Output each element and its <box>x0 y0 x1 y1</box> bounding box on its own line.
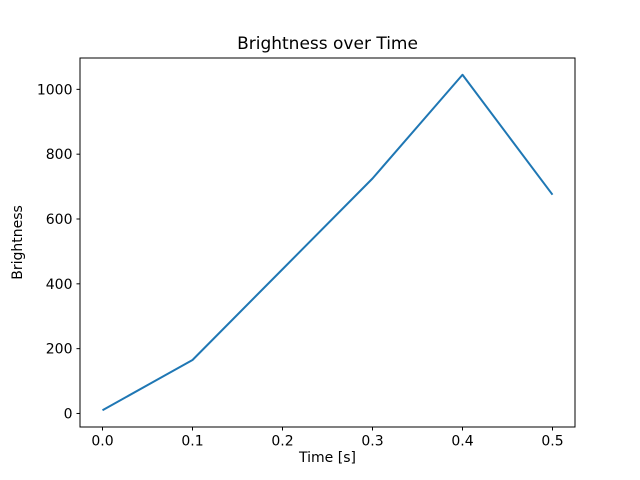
y-tick-label: 800 <box>46 147 73 163</box>
chart-title: Brightness over Time <box>237 34 418 54</box>
y-tick-label: 600 <box>46 212 73 228</box>
data-line <box>102 73 554 412</box>
y-tick-label: 1000 <box>37 82 73 98</box>
y-tick-label: 400 <box>46 277 73 293</box>
y-tick-label: 200 <box>46 342 73 358</box>
plot-frame <box>79 57 576 428</box>
x-tick-label: 0.2 <box>271 434 293 450</box>
y-axis-label: Brightness <box>10 205 26 280</box>
x-tick-label: 0.3 <box>361 434 383 450</box>
x-tick-label: 0.1 <box>181 434 203 450</box>
x-tick-label: 0.4 <box>451 434 473 450</box>
x-tick-label: 0.5 <box>541 434 563 450</box>
plot-area: 0.0 0.1 0.2 0.3 0.4 0.5 0 200 400 600 800 1000 <box>37 57 576 450</box>
x-tick-label: 0.0 <box>91 434 113 450</box>
y-tick-label: 0 <box>64 406 73 422</box>
x-axis-label: Time [s] <box>298 450 356 466</box>
